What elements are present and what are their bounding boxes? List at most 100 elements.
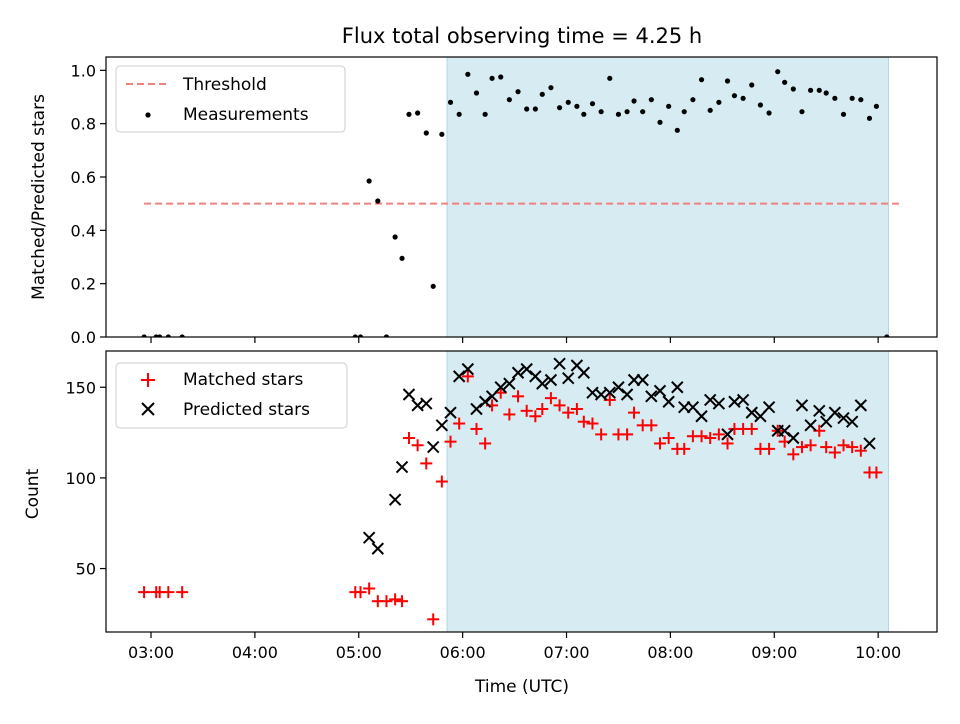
top-y-tick-label: 1.0: [71, 61, 96, 80]
measurements-point: [548, 85, 554, 91]
predicted-stars-point-b: [388, 493, 402, 506]
top-y-tick-label: 0.4: [71, 221, 96, 240]
matched-stars-point: [628, 406, 641, 419]
matched-stars-point: [562, 406, 575, 419]
x-tick-label: 09:00: [751, 643, 797, 662]
top-legend: Threshold Measurements: [115, 65, 346, 133]
x-tick-label: 04:00: [232, 643, 278, 662]
measurements-point: [740, 95, 746, 101]
predicted-stars-point: [762, 400, 776, 414]
measurements-point: [681, 109, 687, 115]
predicted-stars-point-b: [603, 386, 617, 399]
measurements-point: [698, 77, 705, 83]
bottom-legend-box: [115, 362, 348, 429]
predicted-stars-point-b: [804, 419, 817, 432]
matched-stars-point: [804, 439, 817, 452]
predicted-stars-point: [845, 415, 859, 428]
predicted-stars-point-b: [813, 404, 826, 418]
measurements-point: [352, 334, 358, 337]
predicted-stars-point-b: [461, 362, 475, 376]
predicted-stars-point: [695, 410, 708, 423]
predicted-stars-point: [371, 542, 385, 555]
matched-stars-point: [363, 582, 376, 595]
predicted-stars-point-b: [854, 399, 868, 412]
predicted-stars-point: [544, 373, 558, 387]
measurements-point: [724, 78, 731, 84]
measurements-point: [392, 234, 398, 240]
matched-stars-point: [520, 404, 533, 417]
top-axes-frame: [105, 56, 938, 338]
matched-stars-point: [837, 439, 850, 452]
measurements-point: [707, 107, 713, 113]
predicted-stars-point: [553, 357, 566, 370]
x-tick-label: 05:00: [336, 643, 382, 662]
predicted-stars-point-b: [577, 366, 591, 379]
measurements-point: [866, 115, 873, 121]
predicted-stars-point: [603, 386, 617, 399]
predicted-stars-point: [721, 428, 734, 441]
predicted-stars-point-b: [411, 399, 424, 412]
matched-stars-point: [380, 595, 393, 608]
matched-stars-point: [745, 422, 758, 435]
measurements-point: [524, 106, 530, 112]
matched-stars-point: [586, 417, 599, 430]
predicted-stars-point: [435, 419, 449, 432]
bottom-observing-span: [447, 351, 889, 632]
predicted-stars-point: [503, 377, 516, 390]
measurements-point: [406, 111, 412, 117]
matched-stars-point: [854, 444, 867, 457]
matched-stars-point: [354, 586, 367, 599]
measurements-point: [775, 69, 781, 75]
top-y-tick-label: 0.6: [71, 168, 96, 187]
matched-legend-swatch: [141, 373, 155, 387]
measurements-point: [598, 109, 604, 115]
predicted-stars-point: [745, 406, 758, 419]
measurements-point: [808, 87, 814, 93]
matched-stars-point: [662, 432, 675, 445]
measurements-point: [439, 131, 445, 137]
x-tick-label: 03:00: [128, 643, 174, 662]
predicted-stars-point-b: [520, 362, 533, 376]
matched-stars-point: [704, 432, 717, 445]
matched-stars-point: [763, 442, 776, 455]
matched-stars-point: [721, 437, 734, 450]
matched-stars-point: [712, 428, 725, 441]
matched-stars-point: [162, 586, 175, 599]
measurements-point: [423, 130, 429, 136]
predicted-stars-point: [671, 381, 684, 394]
measurements-point: [749, 82, 755, 88]
matched-stars-point: [553, 399, 566, 412]
predicted-stars-point-b: [570, 359, 584, 372]
matched-stars-point: [427, 613, 440, 626]
predicted-stars-point-b: [553, 357, 566, 370]
matched-stars-point: [176, 586, 189, 599]
predicted-stars-point-b: [426, 440, 440, 454]
measurements-point: [574, 103, 580, 109]
predicted-stars-point: [837, 411, 850, 425]
matched-stars-point: [678, 442, 691, 455]
matched-stars-point: [138, 586, 151, 599]
predicted-stars-point-b: [787, 431, 800, 445]
predicted-stars-point-b: [745, 406, 758, 419]
measurements-point: [581, 111, 587, 117]
bottom-y-tick-label: 50: [76, 560, 96, 579]
predicted-stars-point: [362, 531, 376, 544]
measurements-point: [648, 97, 654, 103]
measurements-point: [640, 109, 646, 115]
matched-stars-point: [828, 446, 841, 459]
measurements-point: [473, 90, 480, 96]
predicted-stars-point: [795, 399, 809, 412]
measurements-point: [690, 97, 696, 103]
measurements-point: [498, 74, 504, 80]
predicted-stars-point-b: [728, 395, 741, 408]
measurements-point: [141, 334, 147, 337]
predicted-stars-point-b: [863, 437, 876, 450]
predicted-stars-point-b: [686, 400, 700, 414]
measurements-point: [782, 79, 788, 85]
predicted-stars-point-b: [778, 424, 791, 437]
predicted-stars-point-b: [703, 393, 717, 407]
measurements-point: [716, 99, 722, 105]
predicted-stars-point: [804, 419, 817, 432]
x-tick-label: 10:00: [855, 643, 901, 662]
predicted-stars-point-b: [371, 542, 385, 555]
